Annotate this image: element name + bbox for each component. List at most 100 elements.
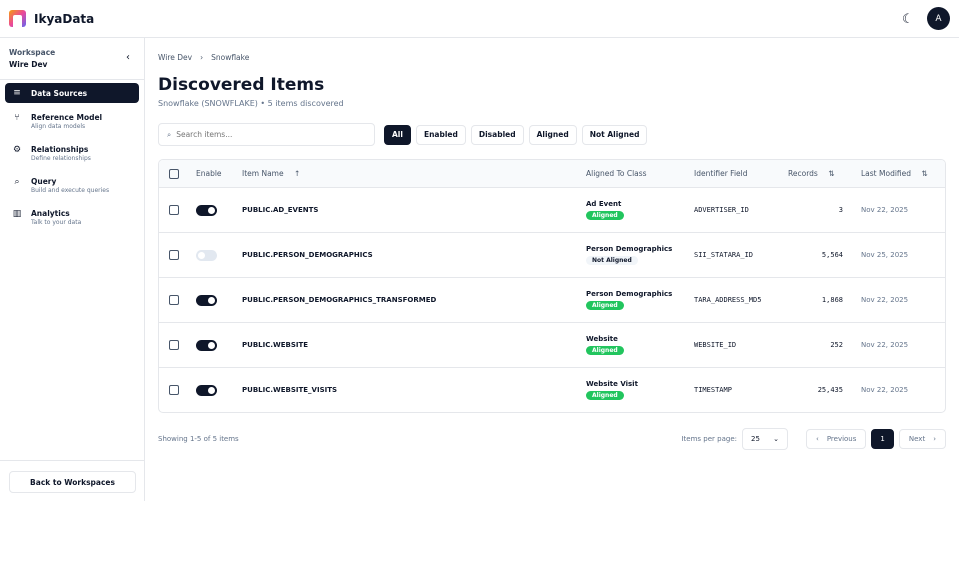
enable-toggle[interactable] — [196, 204, 217, 216]
chevron-down-icon: ⌄ — [773, 435, 779, 443]
item-name: PUBLIC.PERSON_DEMOGRAPHICS_TRANSFORMED — [242, 296, 437, 304]
status-badge: Aligned — [586, 346, 624, 355]
sidebar-item-title: Relationships — [31, 145, 89, 154]
moon-icon[interactable]: ☾ — [902, 12, 914, 27]
status-badge: Aligned — [586, 301, 624, 310]
item-name: PUBLIC.PERSON_DEMOGRAPHICS — [242, 251, 373, 259]
chevron-right-icon: › — [200, 53, 204, 62]
status-badge: Not Aligned — [586, 256, 638, 265]
sidebar: Workspace Wire Dev ‹ ≡ Data Sources ⑂ Refer… — [0, 38, 145, 501]
breadcrumb-snowflake[interactable]: Snowflake — [211, 53, 250, 62]
gear-icon: ⚙ — [12, 145, 22, 155]
table-row: PUBLIC.AD_EVENTS Ad Event Aligned ADVERTI… — [159, 187, 945, 232]
sidebar-item-analytics[interactable]: ▥ Analytics Talk to your data — [5, 204, 139, 231]
aligned-class: Website Aligned — [586, 335, 624, 355]
filter-not-aligned[interactable]: Not Aligned — [581, 124, 648, 145]
enable-toggle[interactable] — [196, 384, 217, 396]
header-records[interactable]: Records ⇅ — [788, 169, 835, 178]
items-per-page-value: 25 — [751, 435, 760, 443]
sidebar-item-subtitle: Build and execute queries — [31, 187, 110, 194]
header-last-modified[interactable]: Last Modified ⇅ — [861, 169, 928, 178]
avatar[interactable]: A — [927, 7, 950, 30]
class-name: Person Demographics — [586, 290, 673, 298]
page-1-button[interactable]: 1 — [871, 429, 894, 449]
filter-disabled[interactable]: Disabled — [470, 124, 524, 145]
item-name: PUBLIC.AD_EVENTS — [242, 206, 319, 214]
table-row: PUBLIC.WEBSITE Website Aligned WEBSITE_ID… — [159, 322, 945, 367]
page-title: Discovered Items — [158, 75, 325, 95]
last-modified: Nov 25, 2025 — [861, 251, 909, 259]
status-badge: Aligned — [586, 211, 624, 220]
aligned-class: Person Demographics Not Aligned — [586, 245, 672, 265]
class-name: Ad Event — [586, 200, 622, 208]
table-footer: Showing 1-5 of 5 items Items per page: 2… — [158, 428, 946, 450]
identifier-field: TARA_ADDRESS_MD5 — [694, 296, 762, 304]
sidebar-item-title: Reference Model — [31, 113, 103, 122]
sort-icon[interactable]: ⇅ — [921, 169, 928, 178]
enable-toggle[interactable] — [196, 294, 217, 306]
records-count: 1,868 — [821, 296, 843, 304]
sidebar-item-title: Data Sources — [31, 88, 88, 98]
filter-enabled[interactable]: Enabled — [415, 124, 466, 145]
chevron-left-icon: ‹ — [816, 435, 819, 443]
identifier-field: ADVERTISER_ID — [694, 206, 749, 214]
next-button[interactable]: Next › — [898, 429, 946, 449]
showing-count: Showing 1-5 of 5 items — [158, 435, 239, 443]
aligned-class: Website Visit Aligned — [586, 380, 638, 400]
row-checkbox[interactable] — [169, 205, 179, 215]
class-name: Website Visit — [586, 380, 638, 388]
class-name: Website — [586, 335, 618, 343]
last-modified: Nov 22, 2025 — [861, 341, 909, 349]
workspace-header: Workspace Wire Dev ‹ — [0, 38, 144, 80]
sidebar-item-subtitle: Define relationships — [31, 155, 91, 162]
divider — [0, 460, 145, 461]
table-row: PUBLIC.PERSON_DEMOGRAPHICS Person Demogr… — [159, 232, 945, 277]
sidebar-item-relationships[interactable]: ⚙ Relationships Define relationships — [5, 140, 139, 167]
search-input[interactable] — [176, 130, 357, 139]
records-count: 5,564 — [821, 251, 843, 259]
identifier-field: TIMESTAMP — [694, 386, 732, 394]
last-modified: Nov 22, 2025 — [861, 296, 909, 304]
pagination: Items per page: 25 ⌄ ‹ Previous 1 Next › — [681, 428, 946, 450]
workspace-label: Workspace — [9, 48, 56, 57]
sidebar-item-title: Analytics — [31, 209, 70, 218]
logo-icon — [9, 10, 26, 27]
search-box[interactable]: ⌕ — [158, 123, 375, 146]
chevron-left-icon[interactable]: ‹ — [126, 52, 130, 63]
filter-aligned[interactable]: Aligned — [528, 124, 577, 145]
row-checkbox[interactable] — [169, 340, 179, 350]
last-modified: Nov 22, 2025 — [861, 206, 909, 214]
sidebar-item-reference-model[interactable]: ⑂ Reference Model Align data models — [5, 108, 139, 135]
next-label: Next — [908, 435, 926, 443]
identifier-field: SII_STATARA_ID — [694, 251, 754, 259]
items-table: Enable Item Name ↑ Aligned To Class Iden… — [158, 159, 946, 413]
filter-all[interactable]: All — [384, 124, 411, 145]
previous-button[interactable]: ‹ Previous — [806, 429, 867, 449]
row-checkbox[interactable] — [169, 250, 179, 260]
sidebar-item-title: Query — [31, 177, 57, 186]
select-all-checkbox[interactable] — [169, 168, 179, 179]
sidebar-item-data-sources[interactable]: ≡ Data Sources — [5, 83, 139, 103]
sidebar-item-subtitle: Align data models — [31, 123, 86, 130]
sort-icon[interactable]: ⇅ — [828, 169, 835, 178]
enable-toggle[interactable] — [196, 249, 217, 261]
enable-toggle[interactable] — [196, 339, 217, 351]
previous-label: Previous — [826, 435, 857, 443]
main-content: Wire Dev › Snowflake Discovered Items Snow… — [158, 38, 946, 450]
sidebar-item-query[interactable]: ⌕ Query Build and execute queries — [5, 172, 139, 199]
breadcrumb-wire-dev[interactable]: Wire Dev — [158, 53, 193, 62]
row-checkbox[interactable] — [169, 385, 179, 395]
header-aligned-class: Aligned To Class — [586, 169, 647, 178]
identifier-field: WEBSITE_ID — [694, 341, 737, 349]
row-checkbox[interactable] — [169, 295, 179, 305]
records-count: 3 — [838, 206, 843, 214]
header-enable: Enable — [196, 169, 222, 178]
database-icon: ≡ — [13, 88, 21, 98]
sort-asc-icon[interactable]: ↑ — [293, 169, 301, 178]
breadcrumb: Wire Dev › Snowflake — [158, 53, 946, 62]
bar-chart-icon: ▥ — [12, 209, 22, 219]
item-name: PUBLIC.WEBSITE_VISITS — [242, 386, 338, 394]
back-to-workspaces-button[interactable]: Back to Workspaces — [9, 471, 136, 493]
items-per-page-select[interactable]: 25 ⌄ — [742, 428, 788, 450]
header-item-name[interactable]: Item Name ↑ — [242, 169, 300, 178]
